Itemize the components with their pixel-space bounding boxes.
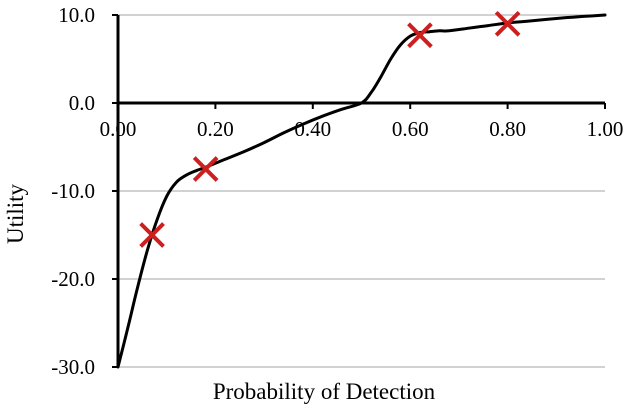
x-axis-title: Probability of Detection [213, 379, 436, 404]
x-marker [139, 222, 165, 248]
tick-labels: 10.0 0.0 -10.0 -20.0 -30.0 0.00 0.20 0.40 0.60 0.… [51, 3, 623, 379]
grid-lines [118, 14, 605, 368]
x-marker-stroke [407, 22, 433, 49]
x-tick-label: 1.00 [587, 117, 624, 141]
y-tick-label: -30.0 [51, 355, 95, 379]
x-tick-label: 0.20 [197, 117, 234, 141]
x-marker [494, 10, 521, 37]
utility-curve [116, 13, 607, 369]
x-tick-label: 0.80 [489, 117, 526, 141]
y-tick-label: -10.0 [51, 179, 95, 203]
x-marker-stroke [192, 156, 219, 182]
x-tick-label: 0.00 [100, 117, 137, 141]
y-tick-label: 0.0 [69, 91, 95, 115]
y-tick-label: -20.0 [51, 267, 95, 291]
x-marker-stroke [139, 222, 165, 248]
x-marker [192, 156, 219, 182]
x-marker [407, 22, 433, 49]
y-axis-title: Utility [3, 183, 28, 244]
x-tick-label: 0.40 [294, 117, 331, 141]
y-tick-label: 10.0 [58, 3, 95, 27]
x-marker-stroke [494, 10, 521, 37]
series [116, 13, 607, 369]
x-tick-label: 0.60 [392, 117, 429, 141]
markers [139, 10, 521, 248]
